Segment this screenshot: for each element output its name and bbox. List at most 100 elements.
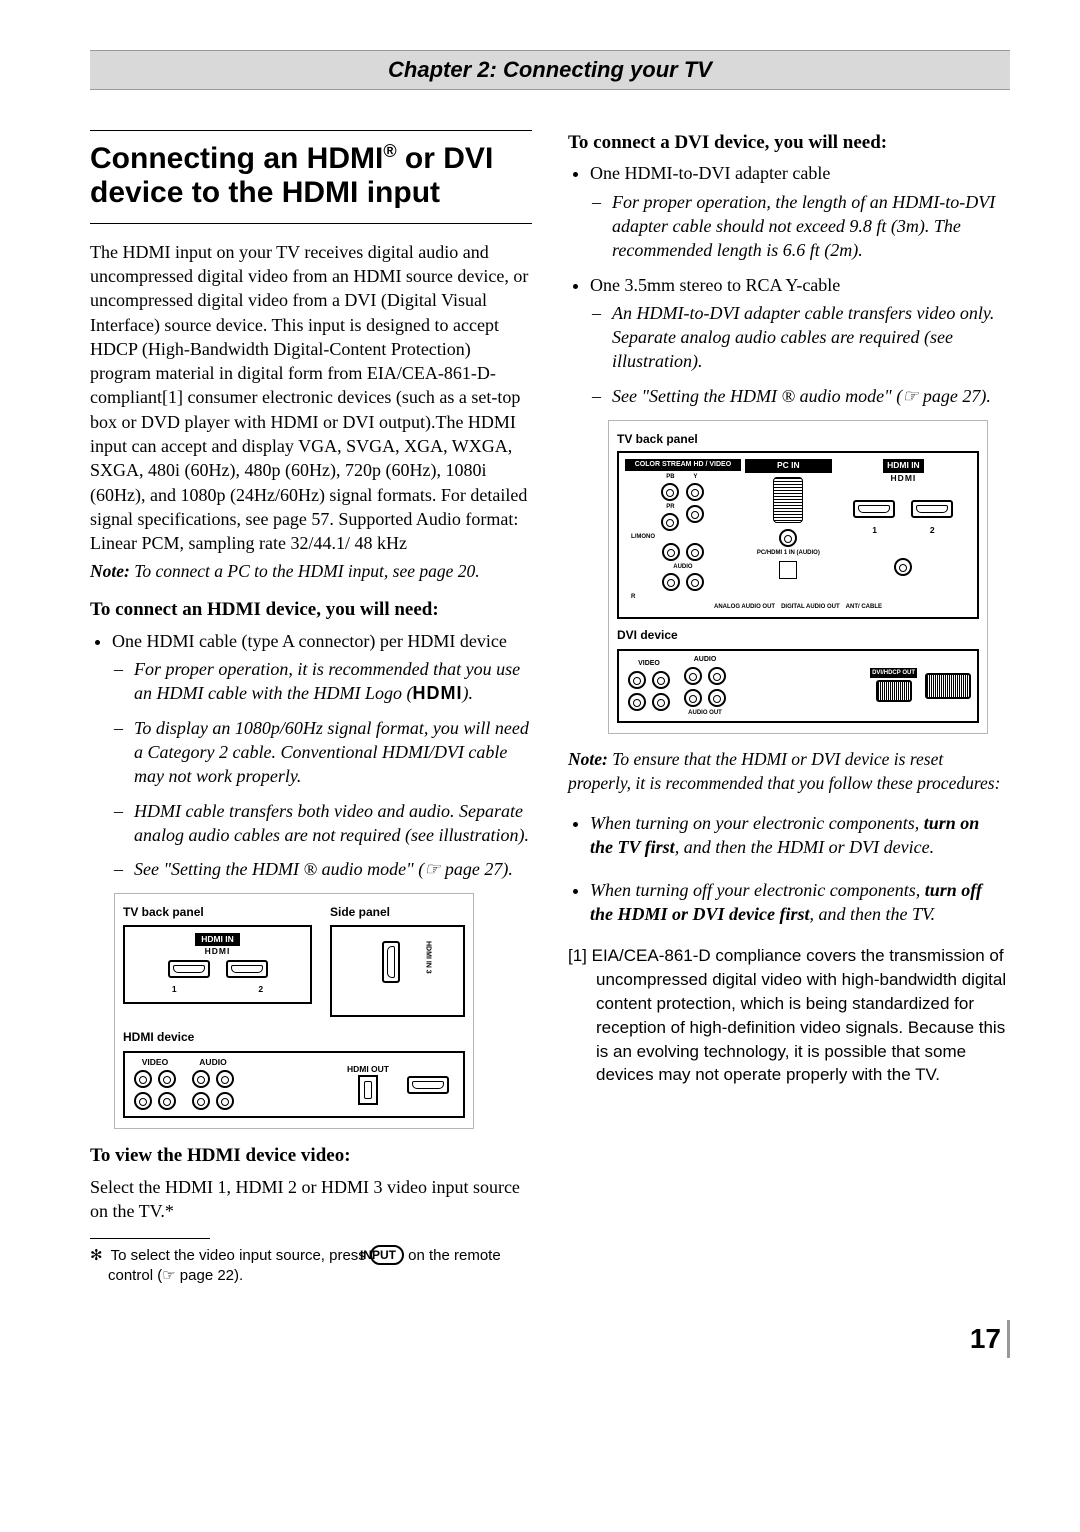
side-panel-label: Side panel <box>330 904 465 920</box>
rca-jack-icon <box>192 1070 210 1088</box>
rca-jack-icon <box>158 1092 176 1110</box>
hdmi-port-icon <box>853 500 895 518</box>
hdmi-connection-diagram: TV back panel HDMI IN HDMI 1 2 Side pane… <box>114 893 474 1129</box>
rca-jack-icon <box>652 693 670 711</box>
dvi-device-box: VIDEO AUDIO AUDIO OUT DVI/HDCP OUT <box>617 649 979 723</box>
note-text: To connect a PC to the HDMI input, see p… <box>130 561 480 581</box>
rca-jack-icon <box>216 1070 234 1088</box>
audio-jack-icon <box>686 543 704 561</box>
hdmi-connector-icon <box>407 1076 449 1094</box>
proc-after: , and then the HDMI or DVI device. <box>675 837 934 857</box>
component-jack-icon <box>661 483 679 501</box>
subhead-view-video: To view the HDMI device video: <box>90 1143 532 1169</box>
audio-jack-icon <box>686 573 704 591</box>
hdmi-in3-label: HDMI IN 3 <box>423 941 432 974</box>
hdmi-brand-label: HDMI <box>131 946 304 957</box>
footnote-before: To select the video input source, press <box>111 1247 370 1264</box>
hdmi-port-icon <box>382 941 400 983</box>
note-pc: Note: To connect a PC to the HDMI input,… <box>90 560 532 584</box>
subhead-hdmi-need: To connect an HDMI device, you will need… <box>90 597 532 623</box>
view-video-text: Select the HDMI 1, HDMI 2 or HDMI 3 vide… <box>90 1175 532 1224</box>
tv-back-panel-label: TV back panel <box>123 904 312 920</box>
footnote-rule <box>90 1238 210 1239</box>
audio-jack-icon <box>662 543 680 561</box>
procedure-list: When turning on your electronic componen… <box>568 811 1010 926</box>
left-column: Connecting an HDMI® or DVI device to the… <box>90 130 532 1286</box>
right-column: To connect a DVI device, you will need: … <box>568 130 1010 1286</box>
list-item: One HDMI cable (type A connector) per HD… <box>112 629 532 882</box>
proc-after: , and then the TV. <box>810 904 936 924</box>
rca-jack-icon <box>134 1092 152 1110</box>
title-part-1: Connecting an HDMI <box>90 142 383 175</box>
pcin-label: PC IN <box>745 459 832 472</box>
list-item: See "Setting the HDMI ® audio mode" (☞ p… <box>134 857 532 881</box>
tv-side-panel: HDMI IN 3 <box>330 925 465 1017</box>
component-jack-icon <box>686 505 704 523</box>
ant-cable-label: ANT/ CABLE <box>846 603 882 611</box>
note-reset: Note: To ensure that the HDMI or DVI dev… <box>568 748 1010 795</box>
rca-jack-icon <box>684 689 702 707</box>
hdmi-device-label: HDMI device <box>123 1029 465 1045</box>
bullet-text: One HDMI cable (type A connector) per HD… <box>112 631 507 651</box>
audio-jack-icon <box>662 573 680 591</box>
dvi-connector-icon <box>925 673 971 699</box>
hdmi-brand-label: HDMI <box>836 473 971 484</box>
list-item: For proper operation, it is recommended … <box>134 657 532 706</box>
input-button-icon: INPUT <box>370 1245 404 1265</box>
lmono-label: L/MONO <box>625 533 741 541</box>
video-label: VIDEO <box>131 1057 179 1068</box>
section-title: Connecting an HDMI® or DVI device to the… <box>90 130 532 224</box>
footnote-star: ✻ To select the video input source, pres… <box>90 1245 532 1287</box>
rca-jack-icon <box>628 693 646 711</box>
list-item: See "Setting the HDMI ® audio mode" (☞ p… <box>612 384 1010 408</box>
audio-out-label: AUDIO OUT <box>681 709 729 717</box>
hdmi-in-label: HDMI IN <box>195 933 240 946</box>
hdmi-port-icon <box>168 960 210 978</box>
rca-jack-icon <box>628 671 646 689</box>
audio-jack-icon <box>779 529 797 547</box>
dvi-need-list: One HDMI-to-DVI adapter cable For proper… <box>568 161 1010 408</box>
hdmi-need-list: One HDMI cable (type A connector) per HD… <box>90 629 532 882</box>
audio-label: AUDIO <box>625 563 741 571</box>
rca-jack-icon <box>216 1092 234 1110</box>
component-jack-icon <box>686 483 704 501</box>
port-1-label: 1 <box>172 984 177 995</box>
video-label: VIDEO <box>625 659 673 668</box>
list-item: For proper operation, the length of an H… <box>612 190 1010 263</box>
ant-jack-icon <box>894 558 912 576</box>
colorstream-label: COLOR STREAM HD / VIDEO <box>625 459 741 470</box>
rca-jack-icon <box>708 667 726 685</box>
analog-out-label: ANALOG AUDIO OUT <box>714 603 775 611</box>
port-2-label: 2 <box>258 984 263 995</box>
audio-label: AUDIO <box>681 655 729 664</box>
list-item: When turning on your electronic componen… <box>590 811 1010 860</box>
rca-jack-icon <box>134 1070 152 1088</box>
dvi-out-label: DVI/HDCP OUT <box>870 668 917 678</box>
tv-back-panel: HDMI IN HDMI 1 2 <box>123 925 312 1004</box>
vga-port-icon <box>773 477 803 523</box>
component-jack-icon <box>661 513 679 531</box>
digital-out-label: DIGITAL AUDIO OUT <box>781 603 840 611</box>
hdmi-in-label: HDMI IN <box>883 459 924 472</box>
proc-before: When turning on your electronic componen… <box>590 813 924 833</box>
hdmi-port-icon <box>226 960 268 978</box>
audio-label: AUDIO <box>189 1057 237 1068</box>
registered-symbol: ® <box>383 141 396 161</box>
list-item: When turning off your electronic compone… <box>590 878 1010 927</box>
tv-back-panel-label: TV back panel <box>617 431 979 447</box>
bullet-text: One 3.5mm stereo to RCA Y-cable <box>590 275 840 295</box>
r-label: R <box>625 593 741 601</box>
chapter-header: Chapter 2: Connecting your TV <box>90 50 1010 90</box>
reference-note-1: [1] EIA/CEA-861-D compliance covers the … <box>568 944 1010 1087</box>
intro-paragraph: The HDMI input on your TV receives digit… <box>90 240 532 556</box>
rca-jack-icon <box>684 667 702 685</box>
y-label: Y <box>683 473 707 481</box>
dvi-device-label: DVI device <box>617 627 979 643</box>
rca-jack-icon <box>708 689 726 707</box>
list-item: One 3.5mm stereo to RCA Y-cable An HDMI-… <box>590 273 1010 408</box>
star-symbol: ✻ <box>90 1247 103 1264</box>
list-item: HDMI cable transfers both video and audi… <box>134 799 532 848</box>
port-1-label: 1 <box>872 525 877 536</box>
pr-label: PR <box>658 503 682 511</box>
proc-before: When turning off your electronic compone… <box>590 880 925 900</box>
